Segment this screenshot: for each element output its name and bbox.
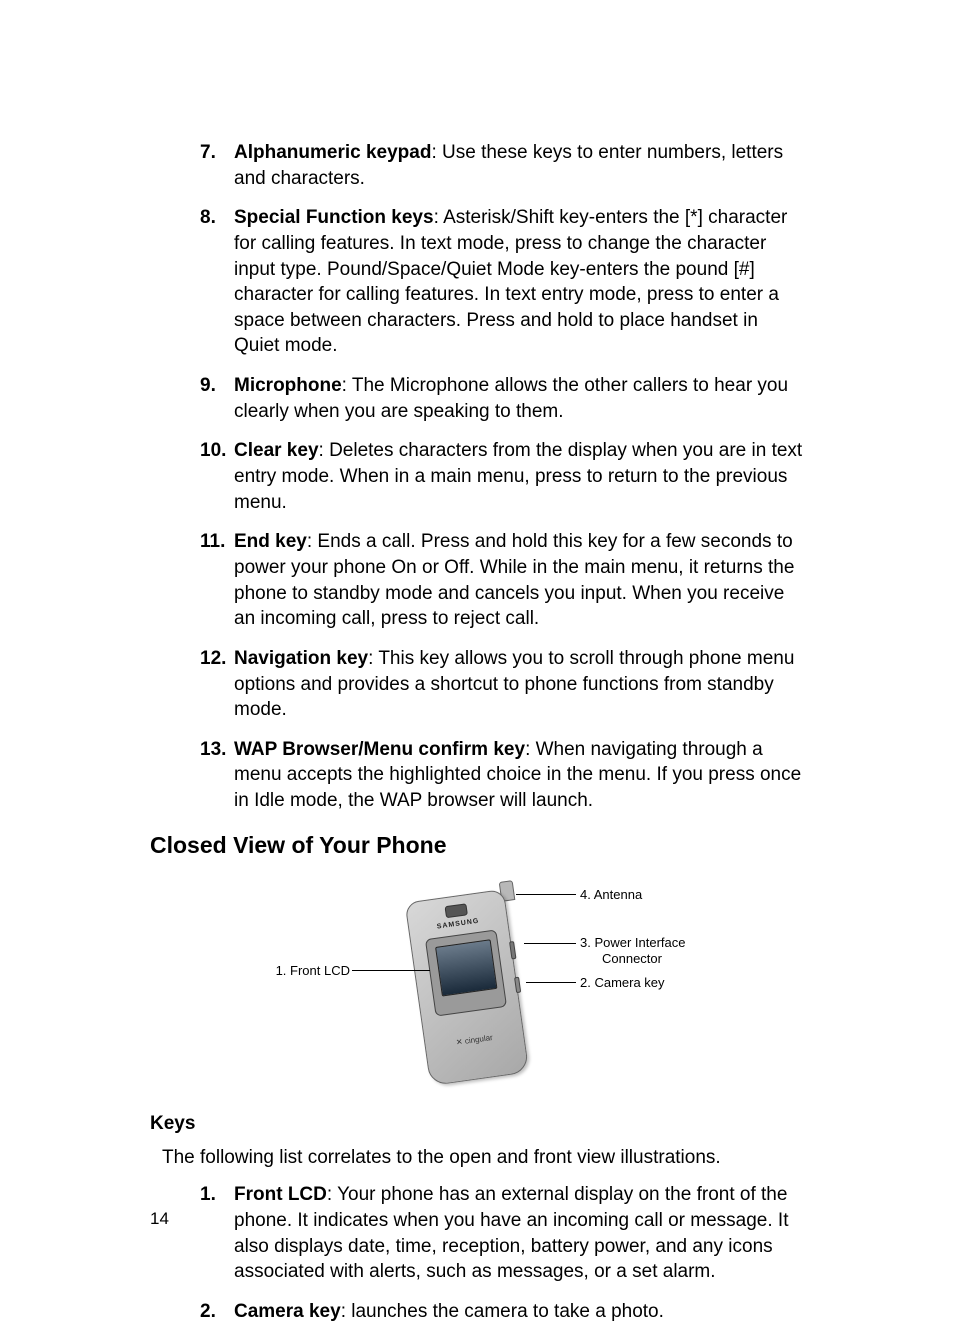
item-term: Navigation key	[234, 648, 368, 669]
item-desc: : Ends a call. Press and hold this key f…	[234, 531, 794, 629]
phone-side-button-shape	[514, 976, 521, 993]
phone-camera-shape	[444, 903, 467, 918]
callout-front-lcd: 1. Front LCD	[262, 963, 350, 978]
callout-line	[526, 982, 576, 983]
item-number: 11.	[200, 529, 225, 555]
item-number: 12.	[200, 646, 226, 672]
callout-power-connector: Connector	[602, 951, 662, 966]
closed-view-diagram: SAMSUNG ✕ cingular 1. Front LCD 4. Anten…	[150, 875, 804, 1095]
list-item: 7. Alphanumeric keypad: Use these keys t…	[200, 140, 804, 191]
list-item: 11. End key: Ends a call. Press and hold…	[200, 529, 804, 632]
phone-lcd-frame	[425, 929, 507, 1016]
item-desc: : Deletes characters from the display wh…	[234, 440, 802, 512]
callout-line	[516, 894, 576, 895]
item-term: Microphone	[234, 375, 342, 396]
page: 7. Alphanumeric keypad: Use these keys t…	[0, 0, 954, 1319]
item-number: 13.	[200, 737, 226, 763]
item-term: Alphanumeric keypad	[234, 142, 431, 163]
item-term: Clear key	[234, 440, 319, 461]
item-number: 2.	[200, 1299, 216, 1325]
phone-port-shape	[509, 941, 516, 960]
phone-body-shape: SAMSUNG ✕ cingular	[405, 889, 530, 1086]
callout-line	[352, 970, 430, 971]
list-item: 13. WAP Browser/Menu confirm key: When n…	[200, 737, 804, 814]
feature-list-upper: 7. Alphanumeric keypad: Use these keys t…	[200, 140, 804, 814]
list-item: 1. Front LCD: Your phone has an external…	[200, 1182, 804, 1285]
callout-line	[524, 943, 576, 944]
item-desc: : Asterisk/Shift key-enters the [*] char…	[234, 207, 787, 356]
diagram-canvas: SAMSUNG ✕ cingular 1. Front LCD 4. Anten…	[262, 875, 692, 1095]
item-term: Front LCD	[234, 1184, 327, 1205]
callout-antenna: 4. Antenna	[580, 887, 642, 902]
item-number: 9.	[200, 373, 216, 399]
item-number: 10.	[200, 438, 226, 464]
feature-list-lower: 1. Front LCD: Your phone has an external…	[200, 1182, 804, 1324]
list-item: 8. Special Function keys: Asterisk/Shift…	[200, 205, 804, 359]
keys-heading: Keys	[150, 1113, 804, 1135]
item-term: Special Function keys	[234, 207, 434, 228]
phone-carrier-label: ✕ cingular	[425, 1028, 523, 1051]
list-item: 2. Camera key: launches the camera to ta…	[200, 1299, 804, 1325]
item-number: 1.	[200, 1182, 216, 1208]
phone-lcd-screen	[435, 939, 497, 996]
item-term: End key	[234, 531, 307, 552]
callout-camera-key: 2. Camera key	[580, 975, 665, 990]
callout-power-interface: 3. Power Interface	[580, 935, 686, 950]
item-number: 8.	[200, 205, 216, 231]
list-item: 10. Clear key: Deletes characters from t…	[200, 438, 804, 515]
section-heading: Closed View of Your Phone	[150, 832, 804, 859]
keys-intro: The following list correlates to the ope…	[162, 1145, 804, 1171]
list-item: 9. Microphone: The Microphone allows the…	[200, 373, 804, 424]
item-term: WAP Browser/Menu confirm key	[234, 739, 525, 760]
item-number: 7.	[200, 140, 216, 166]
list-item: 12. Navigation key: This key allows you …	[200, 646, 804, 723]
page-number: 14	[150, 1209, 169, 1229]
